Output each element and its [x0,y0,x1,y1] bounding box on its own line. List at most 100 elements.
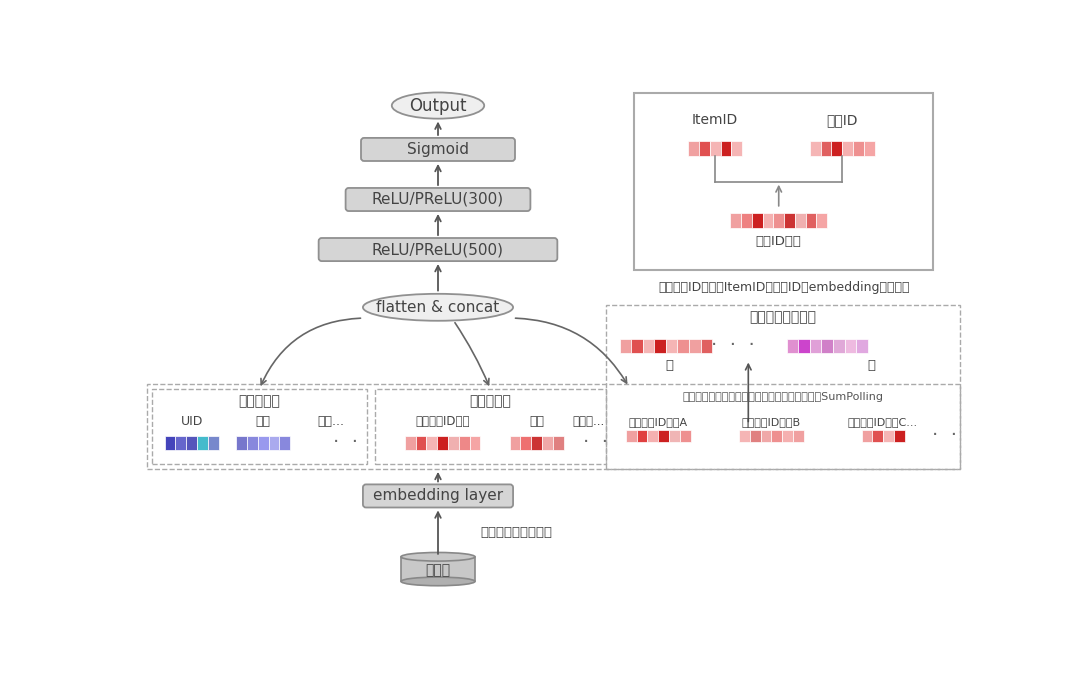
Text: 后: 后 [867,358,876,372]
Bar [416,436,427,450]
Bar [816,213,827,228]
Bar [821,141,832,156]
Bar [798,339,810,353]
Text: UID: UID [180,415,203,428]
Text: 历史商品ID向量C...: 历史商品ID向量C... [848,417,918,427]
Bar [795,213,806,228]
Bar [280,436,291,450]
Bar [643,339,654,353]
Bar [822,339,833,353]
Bar [647,430,658,442]
Bar [793,430,804,442]
Ellipse shape [401,577,475,586]
Bar [731,141,742,156]
Ellipse shape [392,92,484,118]
Bar [883,430,894,442]
Text: embedding layer: embedding layer [373,489,503,503]
Bar [258,436,269,450]
Text: ·  ·: · · [932,426,957,445]
Text: Output: Output [409,97,467,115]
Bar [197,436,207,450]
Bar [873,430,883,442]
Bar [741,213,752,228]
FancyBboxPatch shape [346,188,530,211]
Bar [864,141,875,156]
Bar [606,305,960,469]
Text: 性别: 性别 [256,415,271,428]
Text: 历史商品ID向量B: 历史商品ID向量B [742,417,801,427]
Bar [147,384,960,469]
Bar [710,141,720,156]
Bar [510,436,521,450]
Bar [810,141,821,156]
Bar [773,213,784,228]
Bar [832,141,842,156]
Bar [862,430,873,442]
Bar [666,339,677,353]
Bar [269,436,280,450]
Bar [247,436,258,450]
Text: 历史点击商品向量前半部分直接保留，后半部分SumPolling: 历史点击商品向量前半部分直接保留，后半部分SumPolling [683,393,883,402]
Text: Sigmoid: Sigmoid [407,142,469,157]
Text: ReLU/PReLU(500): ReLU/PReLU(500) [372,242,504,257]
Text: 前: 前 [665,358,673,372]
Bar [542,436,553,450]
FancyBboxPatch shape [363,484,513,508]
Bar [762,213,773,228]
Bar [531,436,542,450]
Bar [632,339,643,353]
Bar [739,430,750,442]
Bar [842,141,853,156]
Bar [760,430,771,442]
Bar [634,93,933,270]
Text: ReLU/PReLU(300): ReLU/PReLU(300) [372,192,504,207]
Text: 类目ID: 类目ID [826,113,858,127]
Text: ItemID: ItemID [692,113,739,127]
Bar [720,141,731,156]
Bar [679,430,690,442]
Bar [151,389,367,464]
Bar [620,339,632,353]
Text: ·  ·: · · [333,433,359,452]
Bar [699,141,710,156]
Ellipse shape [363,294,513,321]
Ellipse shape [401,552,475,561]
Text: flatten & concat: flatten & concat [376,300,500,315]
Bar [894,430,905,442]
Bar [470,436,481,450]
Text: 原数据: 原数据 [426,564,450,577]
Bar [701,339,712,353]
Bar [459,436,470,450]
Bar [207,436,218,450]
Bar [401,556,475,582]
Bar [175,436,186,450]
Text: ·  ·  ·: · · · [711,336,755,356]
Text: 分筱，清洗，哈希等: 分筱，清洗，哈希等 [481,526,552,538]
Bar [654,339,666,353]
Bar [806,213,816,228]
Text: ·  ·: · · [582,433,608,452]
FancyBboxPatch shape [319,238,557,261]
Bar [669,430,679,442]
Bar [784,213,795,228]
Text: 历史点击商品向量: 历史点击商品向量 [750,310,816,324]
Bar [750,430,760,442]
Bar [164,436,175,450]
Text: 商品ID向量: 商品ID向量 [756,235,801,248]
Bar [658,430,669,442]
Text: 当前商品ID向量: 当前商品ID向量 [416,415,470,428]
Bar [405,436,416,450]
Bar [845,339,856,353]
Bar [771,430,782,442]
Bar [626,430,636,442]
Text: 历史商品ID向量A: 历史商品ID向量A [629,417,688,427]
Bar [730,213,741,228]
Bar [636,430,647,442]
Bar [833,339,845,353]
Text: 年龄...: 年龄... [318,415,345,428]
Bar [853,141,864,156]
Bar [375,389,606,464]
Bar [782,430,793,442]
Bar [810,339,822,353]
Bar [856,339,867,353]
